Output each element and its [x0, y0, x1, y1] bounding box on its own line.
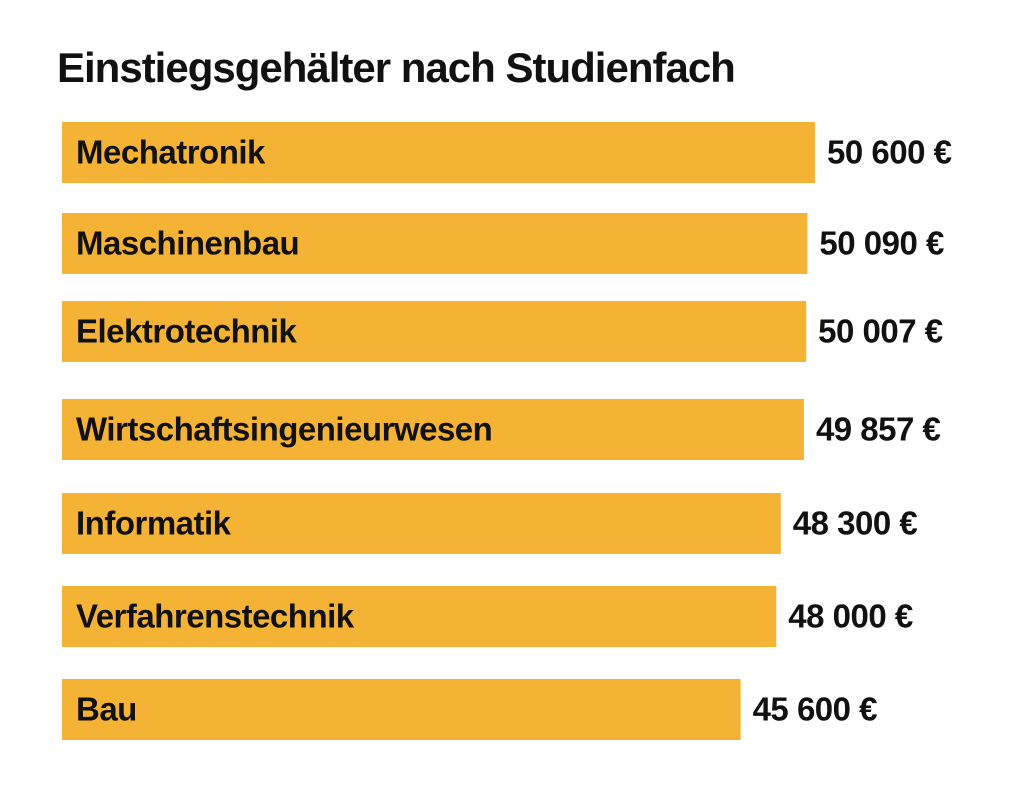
category-label: Informatik — [76, 505, 232, 542]
bar-maschinenbau — [62, 213, 808, 274]
bar-elektrotechnik — [62, 301, 807, 362]
value-label: 50 007 € — [818, 313, 943, 350]
value-label: 50 600 € — [827, 134, 952, 171]
value-label: 48 000 € — [788, 598, 913, 635]
bar-informatik — [62, 493, 781, 554]
category-label: Bau — [76, 691, 137, 728]
chart-title: Einstiegsgehälter nach Studienfach — [57, 44, 736, 91]
bar-bau — [62, 679, 741, 740]
value-label: 50 090 € — [819, 225, 944, 262]
category-label: Elektrotechnik — [76, 313, 298, 350]
category-label: Maschinenbau — [76, 225, 299, 262]
value-label: 48 300 € — [793, 505, 918, 542]
category-label: Mechatronik — [76, 134, 266, 171]
category-label: Wirtschaftsingenieurwesen — [76, 411, 492, 448]
value-label: 45 600 € — [753, 691, 878, 728]
value-label: 49 857 € — [816, 411, 941, 448]
bar-wirtschaftsingenieurwesen — [62, 399, 804, 460]
bar-mechatronik — [62, 122, 815, 183]
category-label: Verfahrenstechnik — [76, 598, 355, 635]
bar-verfahrenstechnik — [62, 586, 777, 647]
